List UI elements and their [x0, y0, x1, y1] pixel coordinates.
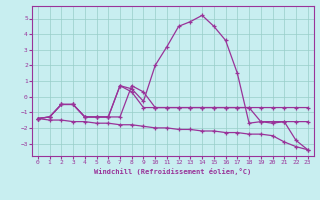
X-axis label: Windchill (Refroidissement éolien,°C): Windchill (Refroidissement éolien,°C) — [94, 168, 252, 175]
